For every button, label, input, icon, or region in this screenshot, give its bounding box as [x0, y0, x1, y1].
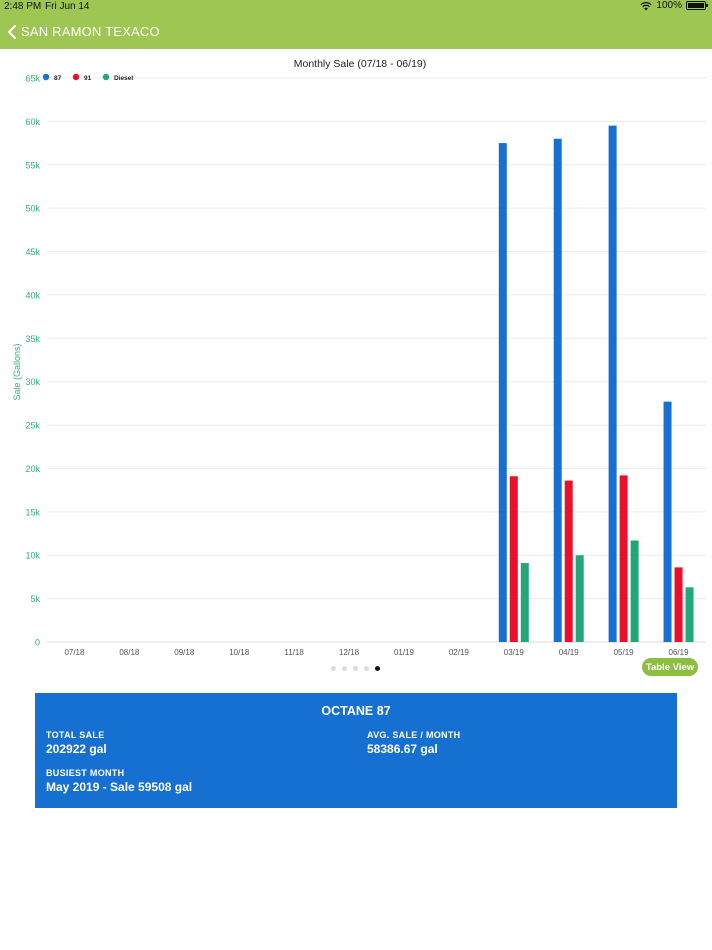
- legend-marker: [42, 73, 50, 81]
- page-dot[interactable]: [331, 666, 336, 671]
- bar-91-05-19: [619, 475, 628, 642]
- x-tick-label: 07/18: [64, 648, 85, 657]
- page-dot[interactable]: [375, 666, 380, 671]
- bar-91-03-19: [509, 476, 518, 642]
- y-tick-label: 35k: [25, 334, 40, 344]
- x-tick-label: 03/19: [504, 648, 525, 657]
- avg-sale-label: AVG. SALE / MONTH: [367, 730, 461, 740]
- legend-label: Diesel: [114, 75, 133, 82]
- x-tick-label: 10/18: [229, 648, 250, 657]
- bar-diesel-04-19: [575, 555, 584, 642]
- bar-87-06-19: [663, 401, 672, 642]
- status-right: 100%: [640, 0, 708, 11]
- monthly-sale-chart: Monthly Sale (07/18 - 06/19) 0 5k 10k 15k 20k…: [12, 58, 706, 657]
- legend-label: 87: [54, 75, 62, 82]
- bar-87-04-19: [553, 138, 562, 642]
- x-tick-label: 09/18: [174, 648, 195, 657]
- bar-diesel-06-19: [685, 587, 694, 642]
- bar-91-04-19: [564, 480, 573, 642]
- table-view-button[interactable]: Table View: [642, 658, 698, 676]
- bar-diesel-05-19: [630, 540, 639, 642]
- x-tick-label: 01/19: [394, 648, 415, 657]
- y-tick-label: 45k: [25, 247, 40, 257]
- y-tick-label: 50k: [25, 204, 40, 214]
- wifi-icon: [640, 1, 653, 10]
- x-tick-label: 11/18: [284, 648, 304, 657]
- total-sale-value: 202922 gal: [46, 742, 107, 756]
- y-tick-label: 15k: [25, 507, 40, 517]
- nav-bar: SAN RAMON TEXACO: [0, 14, 712, 49]
- summary-panel: OCTANE 87 TOTAL SALE 202922 gal AVG. SAL…: [35, 693, 677, 808]
- y-tick-label: 25k: [25, 421, 40, 431]
- status-bar: 2:48 PM Fri Jun 14 100%: [0, 0, 712, 14]
- y-tick-label: 0: [35, 638, 40, 648]
- busiest-month-value: May 2019 - Sale 59508 gal: [46, 780, 193, 794]
- page-dot[interactable]: [342, 666, 347, 671]
- legend-label: 91: [84, 75, 92, 82]
- legend-marker: [102, 73, 110, 81]
- status-time: 2:48 PM: [4, 1, 42, 12]
- y-tick-label: 10k: [25, 551, 40, 561]
- back-button-label: SAN RAMON TEXACO: [21, 24, 160, 39]
- y-tick-label: 40k: [25, 290, 40, 300]
- total-sale-label: TOTAL SALE: [46, 730, 105, 740]
- bar-87-05-19: [608, 125, 617, 642]
- page-indicator: [331, 666, 380, 671]
- bar-91-06-19: [674, 567, 683, 642]
- avg-sale-value: 58386.67 gal: [367, 742, 438, 756]
- y-tick-label: 65k: [25, 74, 40, 84]
- back-button[interactable]: SAN RAMON TEXACO: [6, 14, 160, 49]
- y-tick-label: 20k: [25, 464, 40, 474]
- x-tick-label: 04/19: [559, 648, 580, 657]
- x-tick-label: 12/18: [339, 648, 360, 657]
- x-tick-label: 08/18: [119, 648, 140, 657]
- page-dot[interactable]: [353, 666, 358, 671]
- chart-container: Monthly Sale (07/18 - 06/19) 0 5k 10k 15k 20k…: [0, 50, 712, 680]
- battery-icon: [686, 1, 708, 10]
- y-tick-label: 5k: [30, 594, 40, 604]
- busiest-month-label: BUSIEST MONTH: [46, 768, 125, 778]
- y-tick-label: 30k: [25, 377, 40, 387]
- x-tick-label: 02/19: [449, 648, 470, 657]
- page-dot[interactable]: [364, 666, 369, 671]
- y-tick-label: 55k: [25, 160, 40, 170]
- chart-title: Monthly Sale (07/18 - 06/19): [294, 58, 427, 70]
- x-tick-label: 06/19: [669, 648, 690, 657]
- chevron-left-icon: [7, 24, 17, 39]
- bar-diesel-03-19: [520, 563, 529, 642]
- battery-percent: 100%: [656, 0, 682, 11]
- y-axis-label: Sale (Gallons): [12, 343, 22, 400]
- bar-87-03-19: [498, 143, 507, 643]
- y-tick-label: 60k: [25, 117, 40, 127]
- x-tick-label: 05/19: [614, 648, 635, 657]
- status-date: Fri Jun 14: [45, 1, 90, 12]
- legend-marker: [72, 73, 80, 81]
- summary-title: OCTANE 87: [321, 704, 391, 718]
